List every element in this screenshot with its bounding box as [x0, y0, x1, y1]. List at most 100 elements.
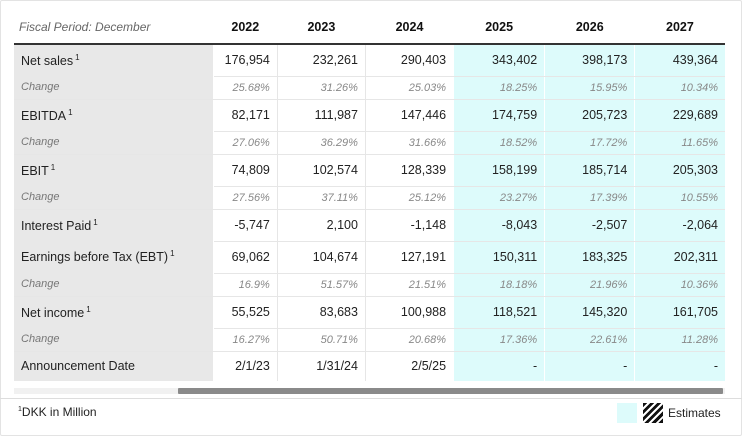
year-header-2024: 2024	[365, 10, 454, 45]
value-cell: 229,689	[634, 99, 725, 132]
row-label-text: Change	[21, 278, 60, 291]
value-cell: 174,759	[453, 99, 545, 132]
row-label: Change	[14, 273, 214, 297]
value-cell: 15.95%	[544, 76, 635, 100]
table-row: Net income 1 55,525 83,683 100,988 118,521 145…	[14, 296, 725, 329]
value-cell: 185,714	[544, 154, 635, 187]
value-cell: 20.68%	[364, 328, 454, 352]
value-cell: 161,705	[634, 296, 725, 329]
value-cell: 37.11%	[276, 186, 366, 210]
value-cell: 11.28%	[634, 328, 725, 352]
year-header-2026: 2026	[544, 10, 635, 45]
footnote-marker: 1	[93, 217, 98, 227]
value-cell: 102,574	[276, 154, 366, 187]
table-row: Interest Paid 1 -5,747 2,100 -1,148 -8,043 -2,…	[14, 209, 725, 242]
year-header-2023: 2023	[277, 10, 366, 45]
value-cell: 398,173	[544, 44, 635, 77]
change-row: Change 25.68% 31.26% 25.03% 18.25% 15.95% 10.3…	[14, 76, 725, 100]
value-cell: 2,100	[276, 209, 366, 242]
footnote-marker: 1	[86, 304, 91, 314]
value-cell: 1/31/24	[276, 351, 366, 381]
value-cell: -2,507	[544, 209, 635, 242]
footnote: 1DKK in Million	[18, 405, 97, 419]
footnote-marker: 1	[50, 162, 56, 172]
row-label-text: Change	[21, 333, 60, 346]
table-footer	[0, 398, 742, 436]
row-label-text: Net income	[21, 305, 85, 320]
value-cell: 127,191	[364, 241, 454, 274]
row-label: EBIT 1	[14, 154, 214, 186]
value-cell: 74,809	[212, 154, 278, 187]
value-cell: -	[544, 351, 635, 381]
value-cell: -	[634, 351, 725, 381]
value-cell: 23.27%	[453, 186, 545, 210]
value-cell: 205,723	[544, 99, 635, 132]
horizontal-scrollbar-thumb[interactable]	[178, 388, 723, 394]
row-label: Change	[14, 76, 214, 100]
row-label-text: EBIT	[21, 163, 49, 178]
change-row: Change 27.06% 36.29% 31.66% 18.52% 17.72% 11.6…	[14, 131, 725, 155]
value-cell: 51.57%	[276, 273, 366, 297]
change-row: Change 16.27% 50.71% 20.68% 17.36% 22.61% 11.2…	[14, 328, 725, 352]
estimates-legend-label: Estimates	[668, 406, 721, 420]
financial-table: Fiscal Period: December 2022 2023 2024 2…	[14, 10, 725, 381]
table-header-row: Fiscal Period: December 2022 2023 2024 2…	[14, 10, 725, 45]
value-cell: -	[453, 351, 545, 381]
value-cell: 83,683	[276, 296, 366, 329]
value-cell: 31.66%	[364, 131, 454, 155]
row-label-text: Change	[21, 136, 60, 149]
row-label-text: Net sales	[21, 54, 74, 69]
row-label: Change	[14, 328, 214, 352]
value-cell: 11.65%	[634, 131, 725, 155]
value-cell: 16.27%	[212, 328, 278, 352]
row-label-text: EBITDA	[21, 108, 67, 123]
value-cell: 10.34%	[634, 76, 725, 100]
row-label-text: Interest Paid	[21, 218, 92, 233]
value-cell: 69,062	[212, 241, 278, 274]
value-cell: 22.61%	[544, 328, 635, 352]
value-cell: -1,148	[364, 209, 454, 242]
value-cell: 343,402	[453, 44, 545, 77]
change-row: Change 27.56% 37.11% 25.12% 23.27% 17.39% 10.5…	[14, 186, 725, 210]
value-cell: 2/5/25	[364, 351, 454, 381]
row-label: EBITDA 1	[14, 99, 214, 131]
value-cell: 128,339	[364, 154, 454, 187]
value-cell: 55,525	[212, 296, 278, 329]
value-cell: 17.72%	[544, 131, 635, 155]
value-cell: 290,403	[364, 44, 454, 77]
row-label: Net income 1	[14, 296, 214, 328]
value-cell: 232,261	[276, 44, 366, 77]
value-cell: 16.9%	[212, 273, 278, 297]
value-cell: -8,043	[453, 209, 545, 242]
value-cell: 147,446	[364, 99, 454, 132]
row-label: Announcement Date	[14, 351, 214, 381]
footnote-marker: 1	[75, 52, 80, 62]
value-cell: 100,988	[364, 296, 454, 329]
value-cell: 104,674	[276, 241, 366, 274]
value-cell: 10.55%	[634, 186, 725, 210]
value-cell: 18.52%	[453, 131, 545, 155]
footnote-marker: 1	[68, 107, 73, 117]
value-cell: 21.51%	[364, 273, 454, 297]
value-cell: 17.36%	[453, 328, 545, 352]
value-cell: 10.36%	[634, 273, 725, 297]
value-cell: 176,954	[212, 44, 278, 77]
row-label: Earnings before Tax (EBT) 1	[14, 241, 214, 273]
footnote-text: DKK in Million	[21, 405, 97, 419]
value-cell: 111,987	[276, 99, 366, 132]
row-label: Net sales 1	[14, 44, 214, 76]
value-cell: 21.96%	[544, 273, 635, 297]
value-cell: 18.25%	[453, 76, 545, 100]
fiscal-period-label: Fiscal Period: December	[14, 10, 214, 45]
value-cell: 202,311	[634, 241, 725, 274]
value-cell: 82,171	[212, 99, 278, 132]
value-cell: 183,325	[544, 241, 635, 274]
value-cell: 50.71%	[276, 328, 366, 352]
value-cell: 36.29%	[276, 131, 366, 155]
value-cell: 27.56%	[212, 186, 278, 210]
value-cell: 145,320	[544, 296, 635, 329]
table-row: EBIT 1 74,809 102,574 128,339 158,199 185,714 2…	[14, 154, 725, 187]
value-cell: -5,747	[212, 209, 278, 242]
change-row: Change 16.9% 51.57% 21.51% 18.18% 21.96% 10.36…	[14, 273, 725, 297]
estimates-color-swatch	[617, 403, 637, 423]
